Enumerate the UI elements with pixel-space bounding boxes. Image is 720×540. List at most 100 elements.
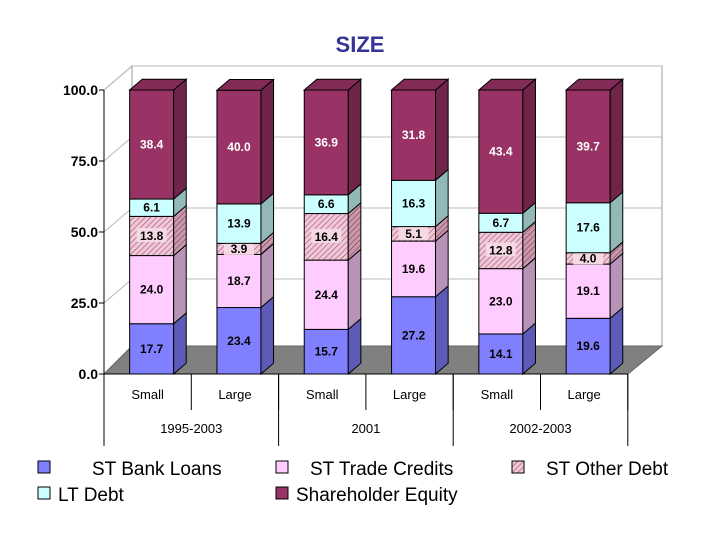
legend-item: Shareholder Equity [275, 485, 458, 506]
legend-swatch [275, 460, 289, 474]
bar-segment-side [522, 256, 536, 336]
legend-item: ST Trade Credits [275, 459, 453, 480]
bar-segment: 19.1 [565, 252, 624, 320]
data-label: 27.2 [402, 328, 426, 342]
data-label-bg [311, 286, 342, 301]
bar-top [477, 78, 537, 91]
data-label: 19.6 [402, 262, 426, 276]
bar-segment: 39.7 [564, 78, 625, 204]
data-label: 31.8 [402, 128, 426, 142]
data-label-bg [573, 283, 604, 298]
y-tick-label: 75.0 [71, 153, 98, 169]
data-label-bg [398, 195, 429, 210]
data-label-bg [223, 139, 254, 154]
bar-segment: 43.4 [477, 78, 537, 215]
bar-segment: 23.0 [478, 256, 536, 336]
gridline-left [103, 136, 133, 162]
y-tick-label: 0.0 [79, 366, 99, 382]
data-label-bg [398, 127, 429, 142]
data-label: 14.1 [489, 347, 513, 361]
bar-segment: 12.8 [478, 220, 536, 270]
data-label: 6.1 [143, 201, 160, 215]
data-label-bg [573, 138, 604, 153]
data-label-bg [311, 196, 342, 211]
data-label: 5.1 [405, 227, 422, 241]
bar-segment-side [609, 306, 624, 376]
bar-top [302, 78, 363, 91]
gridline-left [103, 65, 133, 91]
bar-segment: 36.9 [302, 78, 363, 196]
bar-segment: 18.7 [216, 242, 275, 309]
bar-segment-side [260, 295, 275, 376]
legend-label: Shareholder Equity [296, 485, 458, 506]
data-label-bg [485, 345, 516, 360]
legend-item: LT Debt [37, 485, 125, 506]
data-label-bg [573, 250, 604, 265]
bar-segment: 16.4 [303, 201, 362, 262]
legend-swatch [275, 486, 289, 500]
bar-segment: 6.1 [129, 187, 187, 218]
data-label: 17.6 [576, 221, 600, 235]
bar-segment: 16.3 [391, 168, 449, 228]
bar-top [390, 78, 450, 91]
data-label-bg [136, 227, 167, 242]
bar-segment-side [347, 248, 362, 331]
legend-label: LT Debt [58, 485, 125, 506]
data-label-bg [398, 327, 429, 342]
legend-label: ST Bank Loans [92, 459, 222, 480]
bar-segment: 3.9 [216, 231, 275, 256]
data-label: 19.1 [576, 284, 600, 298]
bar-segment: 19.6 [391, 229, 449, 298]
data-label-bg [311, 134, 342, 149]
data-label: 24.0 [140, 283, 164, 297]
data-label: 43.4 [489, 145, 513, 159]
category-label: Small [306, 387, 339, 402]
bar-segment-side [260, 78, 275, 205]
legend-swatch [511, 460, 525, 474]
data-label-bg [398, 260, 429, 275]
data-label-bg [223, 215, 254, 230]
bar-segment: 17.7 [129, 311, 187, 376]
data-label: 6.7 [493, 216, 510, 230]
data-label: 23.4 [227, 334, 251, 348]
data-label: 17.7 [140, 342, 164, 356]
bar-segment: 27.2 [391, 284, 449, 376]
data-label-bg [311, 228, 342, 243]
bar-segment: 5.1 [391, 214, 449, 243]
bar-segment: 13.9 [216, 191, 275, 245]
data-label: 38.4 [140, 138, 164, 152]
legend-label: ST Other Debt [546, 459, 669, 480]
y-tick-label: 100.0 [63, 82, 98, 98]
bar-top [564, 78, 625, 91]
data-label-bg [485, 214, 516, 229]
category-label: Large [218, 387, 251, 402]
data-label: 12.8 [489, 243, 513, 257]
chart-title: SIZE [336, 32, 385, 57]
gridline-left [103, 278, 133, 304]
bar-segment: 13.8 [129, 204, 187, 257]
bar-segment: 31.8 [390, 78, 450, 182]
bar-segment-side [173, 243, 187, 325]
bar-segment-side [173, 78, 187, 201]
data-label: 36.9 [315, 135, 339, 149]
bars: 17.7 24.0 13.8 6.1 38.4 23.4 18.7 3.9 13.9 40.0 15… [128, 78, 625, 376]
group-label: 2001 [351, 421, 380, 436]
data-label: 3.9 [231, 242, 248, 256]
data-label: 16.4 [315, 230, 339, 244]
data-label-bg [311, 343, 342, 358]
data-label-bg [136, 136, 167, 151]
legend: ST Bank Loans ST Trade Credits ST Other De… [37, 459, 669, 506]
bar-segment: 23.4 [216, 295, 275, 376]
bar-segment: 6.7 [478, 201, 536, 234]
data-label: 19.6 [576, 339, 600, 353]
category-label: Large [568, 387, 601, 402]
data-label: 18.7 [227, 274, 251, 288]
bar-segment: 40.0 [215, 78, 275, 205]
data-label: 13.8 [140, 229, 164, 243]
bar-segment: 24.0 [129, 243, 187, 325]
bar-segment-side [609, 78, 624, 204]
category-label: Small [131, 387, 164, 402]
x-axis: Small Large Small Large Small Large 1995-2003 2… [103, 373, 629, 446]
data-label: 23.0 [489, 294, 513, 308]
